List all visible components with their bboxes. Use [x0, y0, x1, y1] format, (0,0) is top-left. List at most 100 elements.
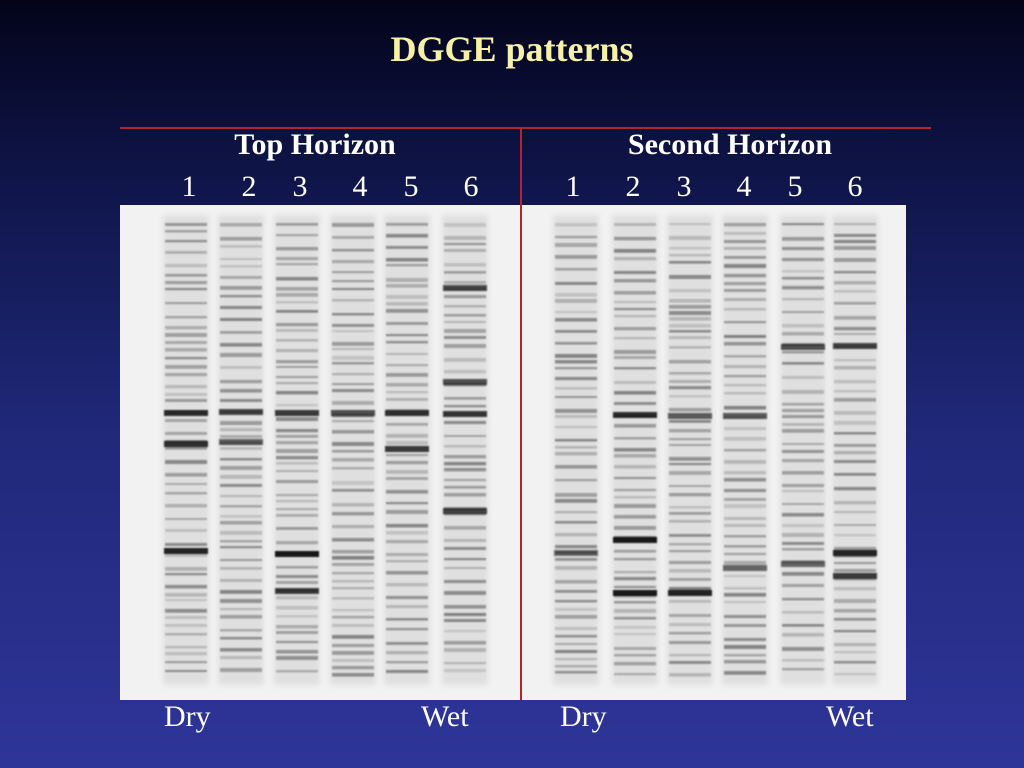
- gel-band: [332, 342, 374, 346]
- gel-band: [165, 670, 207, 673]
- gel-band: [614, 257, 656, 261]
- lane-number: 6: [463, 170, 479, 203]
- gel-band: [386, 364, 428, 367]
- gel-band: [834, 380, 876, 384]
- gel-band: [555, 499, 597, 503]
- gel-band: [220, 389, 262, 393]
- gel-band: [782, 311, 824, 314]
- gel-lane: [163, 215, 209, 685]
- gel-band: [669, 520, 711, 523]
- gel-band: [444, 468, 486, 472]
- gel-band: [165, 599, 207, 602]
- gel-band: [724, 471, 766, 475]
- gel-band: [444, 479, 486, 482]
- gel-band: [669, 614, 711, 617]
- gel-band: [782, 548, 824, 551]
- gel-band: [834, 661, 876, 664]
- gel-band: [614, 301, 656, 304]
- gel-band: [332, 624, 374, 628]
- gel-band: [669, 673, 711, 677]
- gel-band: [834, 460, 876, 464]
- gel-band: [332, 442, 374, 446]
- gel-band: [555, 446, 597, 449]
- gel-band: [669, 623, 711, 627]
- gel-band: [165, 616, 207, 619]
- gel-band: [276, 404, 318, 407]
- gel-band: [782, 223, 824, 226]
- gel-band: [444, 445, 486, 448]
- gel-band: [444, 669, 486, 673]
- gel-band: [444, 336, 486, 339]
- gel-band-strong: [385, 446, 429, 452]
- gel-band: [220, 515, 262, 518]
- gel-band: [669, 317, 711, 321]
- gel-band: [220, 318, 262, 321]
- gel-band-strong: [164, 410, 208, 416]
- gel-band: [834, 473, 876, 476]
- gel-band: [220, 648, 262, 652]
- gel-band: [165, 518, 207, 521]
- gel-band: [386, 642, 428, 645]
- gel-band: [220, 223, 262, 227]
- gel-band: [724, 517, 766, 521]
- gel-band: [614, 496, 656, 499]
- gel-band: [165, 492, 207, 495]
- gel-band: [782, 647, 824, 651]
- gel-band: [669, 420, 711, 423]
- gel-band: [555, 511, 597, 514]
- gel-band: [386, 309, 428, 313]
- gel-band: [724, 524, 766, 527]
- gel-band: [724, 601, 766, 604]
- gel-band: [386, 461, 428, 465]
- gel-band-strong: [275, 588, 319, 594]
- gel-band: [614, 391, 656, 395]
- gel-band: [555, 615, 597, 619]
- gel-band: [669, 236, 711, 240]
- gel-band: [386, 284, 428, 288]
- gel-band-strong: [613, 590, 657, 596]
- gel-band: [669, 336, 711, 340]
- gel-band: [724, 384, 766, 387]
- gel-band: [669, 561, 711, 565]
- gel-lane: [218, 215, 264, 685]
- gel-band: [386, 618, 428, 621]
- gel-band: [555, 236, 597, 239]
- gel-band: [332, 666, 374, 670]
- gel-band: [386, 246, 428, 249]
- gel-band: [444, 295, 486, 299]
- gel-band: [555, 580, 597, 584]
- gel-band: [220, 295, 262, 298]
- top-horizon-lane-numbers: 1 2 3 4 5 6 1 2 3 4 5 6: [0, 170, 1024, 204]
- gel-band: [220, 245, 262, 248]
- gel-band: [386, 334, 428, 337]
- top-horizon-heading: Top Horizon: [234, 128, 396, 161]
- gel-band: [669, 463, 711, 466]
- gel-band: [782, 332, 824, 336]
- gel-band: [669, 386, 711, 390]
- gel-band: [724, 427, 766, 431]
- gel-band: [444, 455, 486, 459]
- gel-band: [724, 593, 766, 597]
- gel-band: [386, 490, 428, 494]
- gel-band-strong: [443, 411, 487, 417]
- gel-band: [834, 411, 876, 415]
- gel-band: [614, 315, 656, 318]
- gel-band: [220, 559, 262, 562]
- gel-band: [220, 531, 262, 535]
- gel-band: [614, 477, 656, 480]
- gel-band: [220, 484, 262, 487]
- gel-band: [614, 437, 656, 440]
- gel-band: [444, 435, 486, 438]
- gel-band: [386, 605, 428, 609]
- gel-band: [444, 281, 486, 284]
- gel-band: [782, 443, 824, 446]
- gel-band: [669, 534, 711, 537]
- gel-band: [165, 646, 207, 649]
- gel-band: [782, 503, 824, 506]
- gel-band: [332, 659, 374, 662]
- gel-band: [386, 295, 428, 299]
- gel-band-strong: [275, 410, 319, 416]
- gel-band: [724, 365, 766, 369]
- gel-band: [386, 583, 428, 587]
- gel-band: [555, 255, 597, 259]
